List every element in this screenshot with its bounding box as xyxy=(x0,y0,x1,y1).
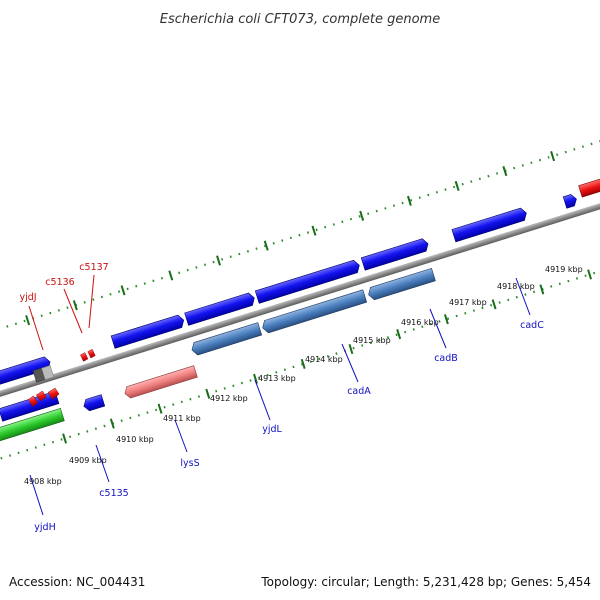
genome-summary-text: Topology: circular; Length: 5,231,428 bp… xyxy=(260,575,591,589)
gene-feature[interactable] xyxy=(261,289,368,334)
gene-feature[interactable] xyxy=(451,207,528,243)
gene-feature[interactable] xyxy=(367,267,436,301)
callout-line xyxy=(341,343,359,383)
gene-callouts xyxy=(28,274,531,516)
map-title: Escherichia coli CFT073, complete genome xyxy=(160,12,440,27)
gene-label[interactable]: c5135 xyxy=(99,488,128,499)
callout-line xyxy=(174,419,188,453)
gene-feature[interactable] xyxy=(190,322,263,357)
forward-strand-features xyxy=(0,176,600,388)
callout-line xyxy=(95,444,110,483)
lower-dotted-grid xyxy=(0,250,600,468)
callout-line xyxy=(63,288,83,334)
ruler-tick-label: 4908 kbp xyxy=(24,477,62,486)
callout-line xyxy=(28,305,44,351)
gene-feature[interactable] xyxy=(254,259,361,304)
gene-label[interactable]: cadC xyxy=(520,320,544,331)
callout-line xyxy=(515,277,531,316)
gene-feature[interactable] xyxy=(0,408,65,442)
gene-labels: yjdJ c5136 c5137 yjdH c5135 lysS yjdL ca… xyxy=(19,262,544,533)
gene-feature[interactable] xyxy=(360,238,430,271)
misc-feature-red[interactable] xyxy=(47,387,60,400)
ruler-tick-label: 4912 kbp xyxy=(210,394,248,403)
lower-major-ticks xyxy=(62,269,593,444)
ruler-tick-label: 4915 kbp xyxy=(353,336,391,345)
gene-label[interactable]: lysS xyxy=(180,458,199,469)
callout-line xyxy=(29,474,44,516)
genome-backbone xyxy=(0,189,600,411)
ruler-tick-label: 4910 kbp xyxy=(116,435,154,444)
gene-feature[interactable] xyxy=(0,356,52,388)
gene-feature[interactable] xyxy=(184,292,257,326)
misc-feature-red[interactable] xyxy=(36,390,47,402)
ruler-labels: 4908 kbp 4909 kbp 4910 kbp 4911 kbp 4912… xyxy=(24,265,583,486)
gene-label[interactable]: c5137 xyxy=(79,262,108,273)
misc-feature-red[interactable] xyxy=(80,352,89,362)
reverse-strand-features xyxy=(0,267,436,442)
ruler-tick-label: 4914 kbp xyxy=(305,355,343,364)
ruler-tick-label: 4913 kbp xyxy=(258,374,296,383)
misc-feature-gray-light[interactable] xyxy=(41,365,55,380)
gene-feature[interactable] xyxy=(82,394,106,412)
gene-label[interactable]: yjdJ xyxy=(19,292,36,303)
misc-feature-red[interactable] xyxy=(87,348,96,359)
ruler-tick-label: 4909 kbp xyxy=(69,456,107,465)
gene-label[interactable]: cadB xyxy=(434,353,458,364)
gene-label[interactable]: cadA xyxy=(347,386,371,397)
callout-line xyxy=(254,379,271,421)
gene-label[interactable]: yjdH xyxy=(34,522,55,533)
upper-dotted-grid xyxy=(0,132,600,350)
ruler-tick-label: 4919 kbp xyxy=(545,265,583,274)
callout-line xyxy=(429,308,447,349)
accession-text: Accession: NC_004431 xyxy=(9,575,145,589)
callout-line xyxy=(88,274,95,329)
upper-major-ticks xyxy=(25,151,556,326)
misc-feature-red[interactable] xyxy=(28,395,39,407)
gene-label[interactable]: yjdL xyxy=(262,424,282,435)
map-band xyxy=(0,132,600,468)
ruler-tick-label: 4916 kbp xyxy=(401,318,439,327)
ruler-tick-label: 4911 kbp xyxy=(163,414,201,423)
gene-label[interactable]: c5136 xyxy=(45,277,74,288)
gene-feature[interactable] xyxy=(578,176,600,198)
gene-feature[interactable] xyxy=(562,193,578,209)
misc-small-features xyxy=(28,348,96,407)
gene-feature[interactable] xyxy=(123,365,198,400)
ruler-tick-label: 4917 kbp xyxy=(449,298,487,307)
gene-feature[interactable] xyxy=(110,314,186,349)
ruler-tick-label: 4918 kbp xyxy=(497,282,535,291)
